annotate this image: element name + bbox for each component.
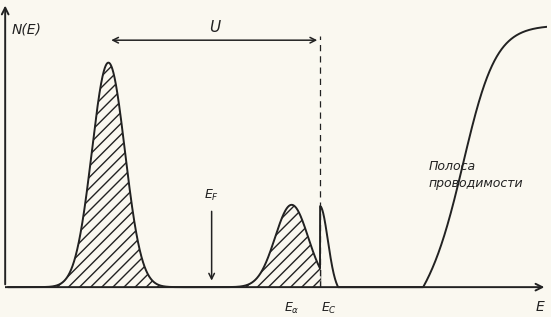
Text: Полоса
проводимости: Полоса проводимости [429,160,523,190]
Text: $E_{\alpha}$: $E_{\alpha}$ [284,301,299,316]
Text: E: E [536,300,544,314]
Text: $E_C$: $E_C$ [321,301,337,316]
Text: $E_F$: $E_F$ [204,187,219,203]
Text: U: U [209,20,220,35]
Text: N(E): N(E) [12,23,41,37]
